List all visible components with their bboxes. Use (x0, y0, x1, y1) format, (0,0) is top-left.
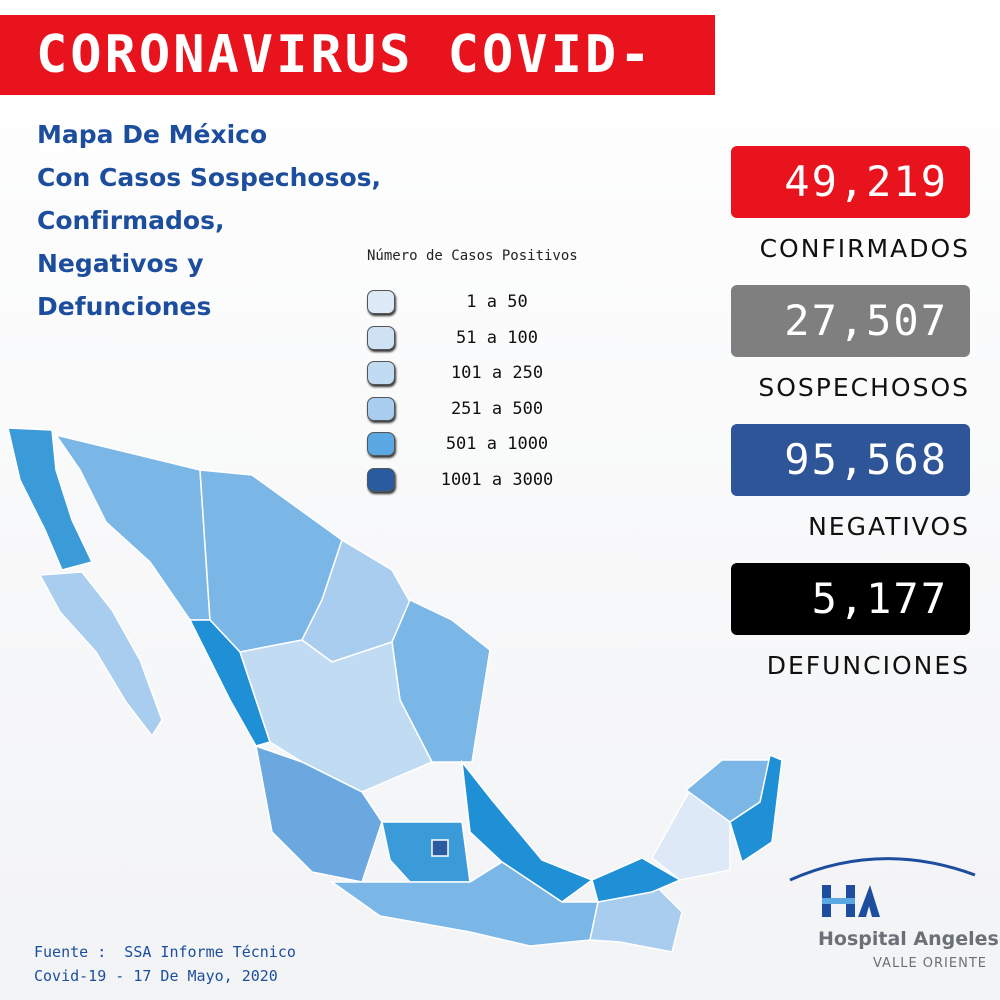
legend-label: 1 a 50 (466, 292, 528, 312)
legend-swatch (367, 361, 395, 385)
legend-item: 101 a 250 (367, 361, 587, 387)
stat-name: CONFIRMADOS (759, 234, 970, 263)
stat-value: 27,507 (731, 285, 970, 357)
source-line: Fuente : SSA Informe Técnico (34, 943, 296, 961)
subtitle-line: Defunciones (37, 292, 212, 321)
legend-label: 1001 a 3000 (440, 469, 554, 490)
subtitle-line: Negativos y (37, 249, 204, 278)
legend-item: 251 a 500 (367, 396, 587, 423)
state (239, 639, 434, 793)
subtitle-line: Mapa De México (37, 120, 268, 149)
legend-label: 51 a 100 (456, 327, 538, 348)
title-banner: CORONAVIRUS COVID-19 (0, 15, 715, 165)
state (651, 788, 731, 881)
logo-arc (789, 857, 976, 882)
stat-name: SOSPECHOSOS (758, 373, 970, 402)
stat-value: 95,568 (731, 424, 970, 496)
logo-mark (822, 885, 880, 917)
state (381, 821, 471, 883)
stat-value: 5,177 (731, 563, 970, 635)
state (329, 861, 599, 947)
legend-swatch (367, 290, 395, 314)
subtitle: Mapa De México Con Casos Sospechosos, Conf… (37, 113, 381, 328)
legend-item: 1 a 50 (367, 290, 587, 316)
legend-item: 501 a 1000 (367, 432, 587, 458)
legend-label: 251 a 500 (450, 398, 544, 419)
legend-title: Número de Casos Positivos (367, 248, 578, 264)
stat-value: 49,219 (731, 146, 970, 218)
subtitle-line: Confirmados, (37, 206, 225, 235)
state (7, 427, 94, 571)
legend-item: 51 a 100 (367, 325, 587, 352)
stat-name: NEGATIVOS (808, 512, 970, 541)
stat-name: DEFUNCIONES (766, 651, 970, 680)
source-line: Covid-19 - 17 De Mayo, 2020 (34, 967, 278, 985)
state (460, 759, 594, 903)
legend-item: 1001 a 3000 (367, 467, 587, 494)
source: Fuente : SSA Informe Técnico Covid-19 - 1… (34, 940, 296, 988)
legend-label: 101 a 250 (450, 363, 544, 383)
legend-swatch (367, 432, 395, 456)
state (431, 839, 449, 857)
legend-swatch (367, 396, 395, 421)
subtitle-line: Con Casos Sospechosos, (37, 163, 382, 192)
legend-swatch (367, 467, 395, 492)
state (255, 744, 383, 883)
legend-label: 501 a 1000 (445, 434, 549, 454)
state (591, 857, 682, 903)
legend-swatch (367, 325, 395, 350)
states (7, 427, 783, 953)
logo-subtitle: VALLE ORIENTE (873, 956, 987, 971)
logo-name: Hospital Angeles (818, 928, 999, 950)
state (38, 571, 163, 738)
state (729, 753, 783, 864)
